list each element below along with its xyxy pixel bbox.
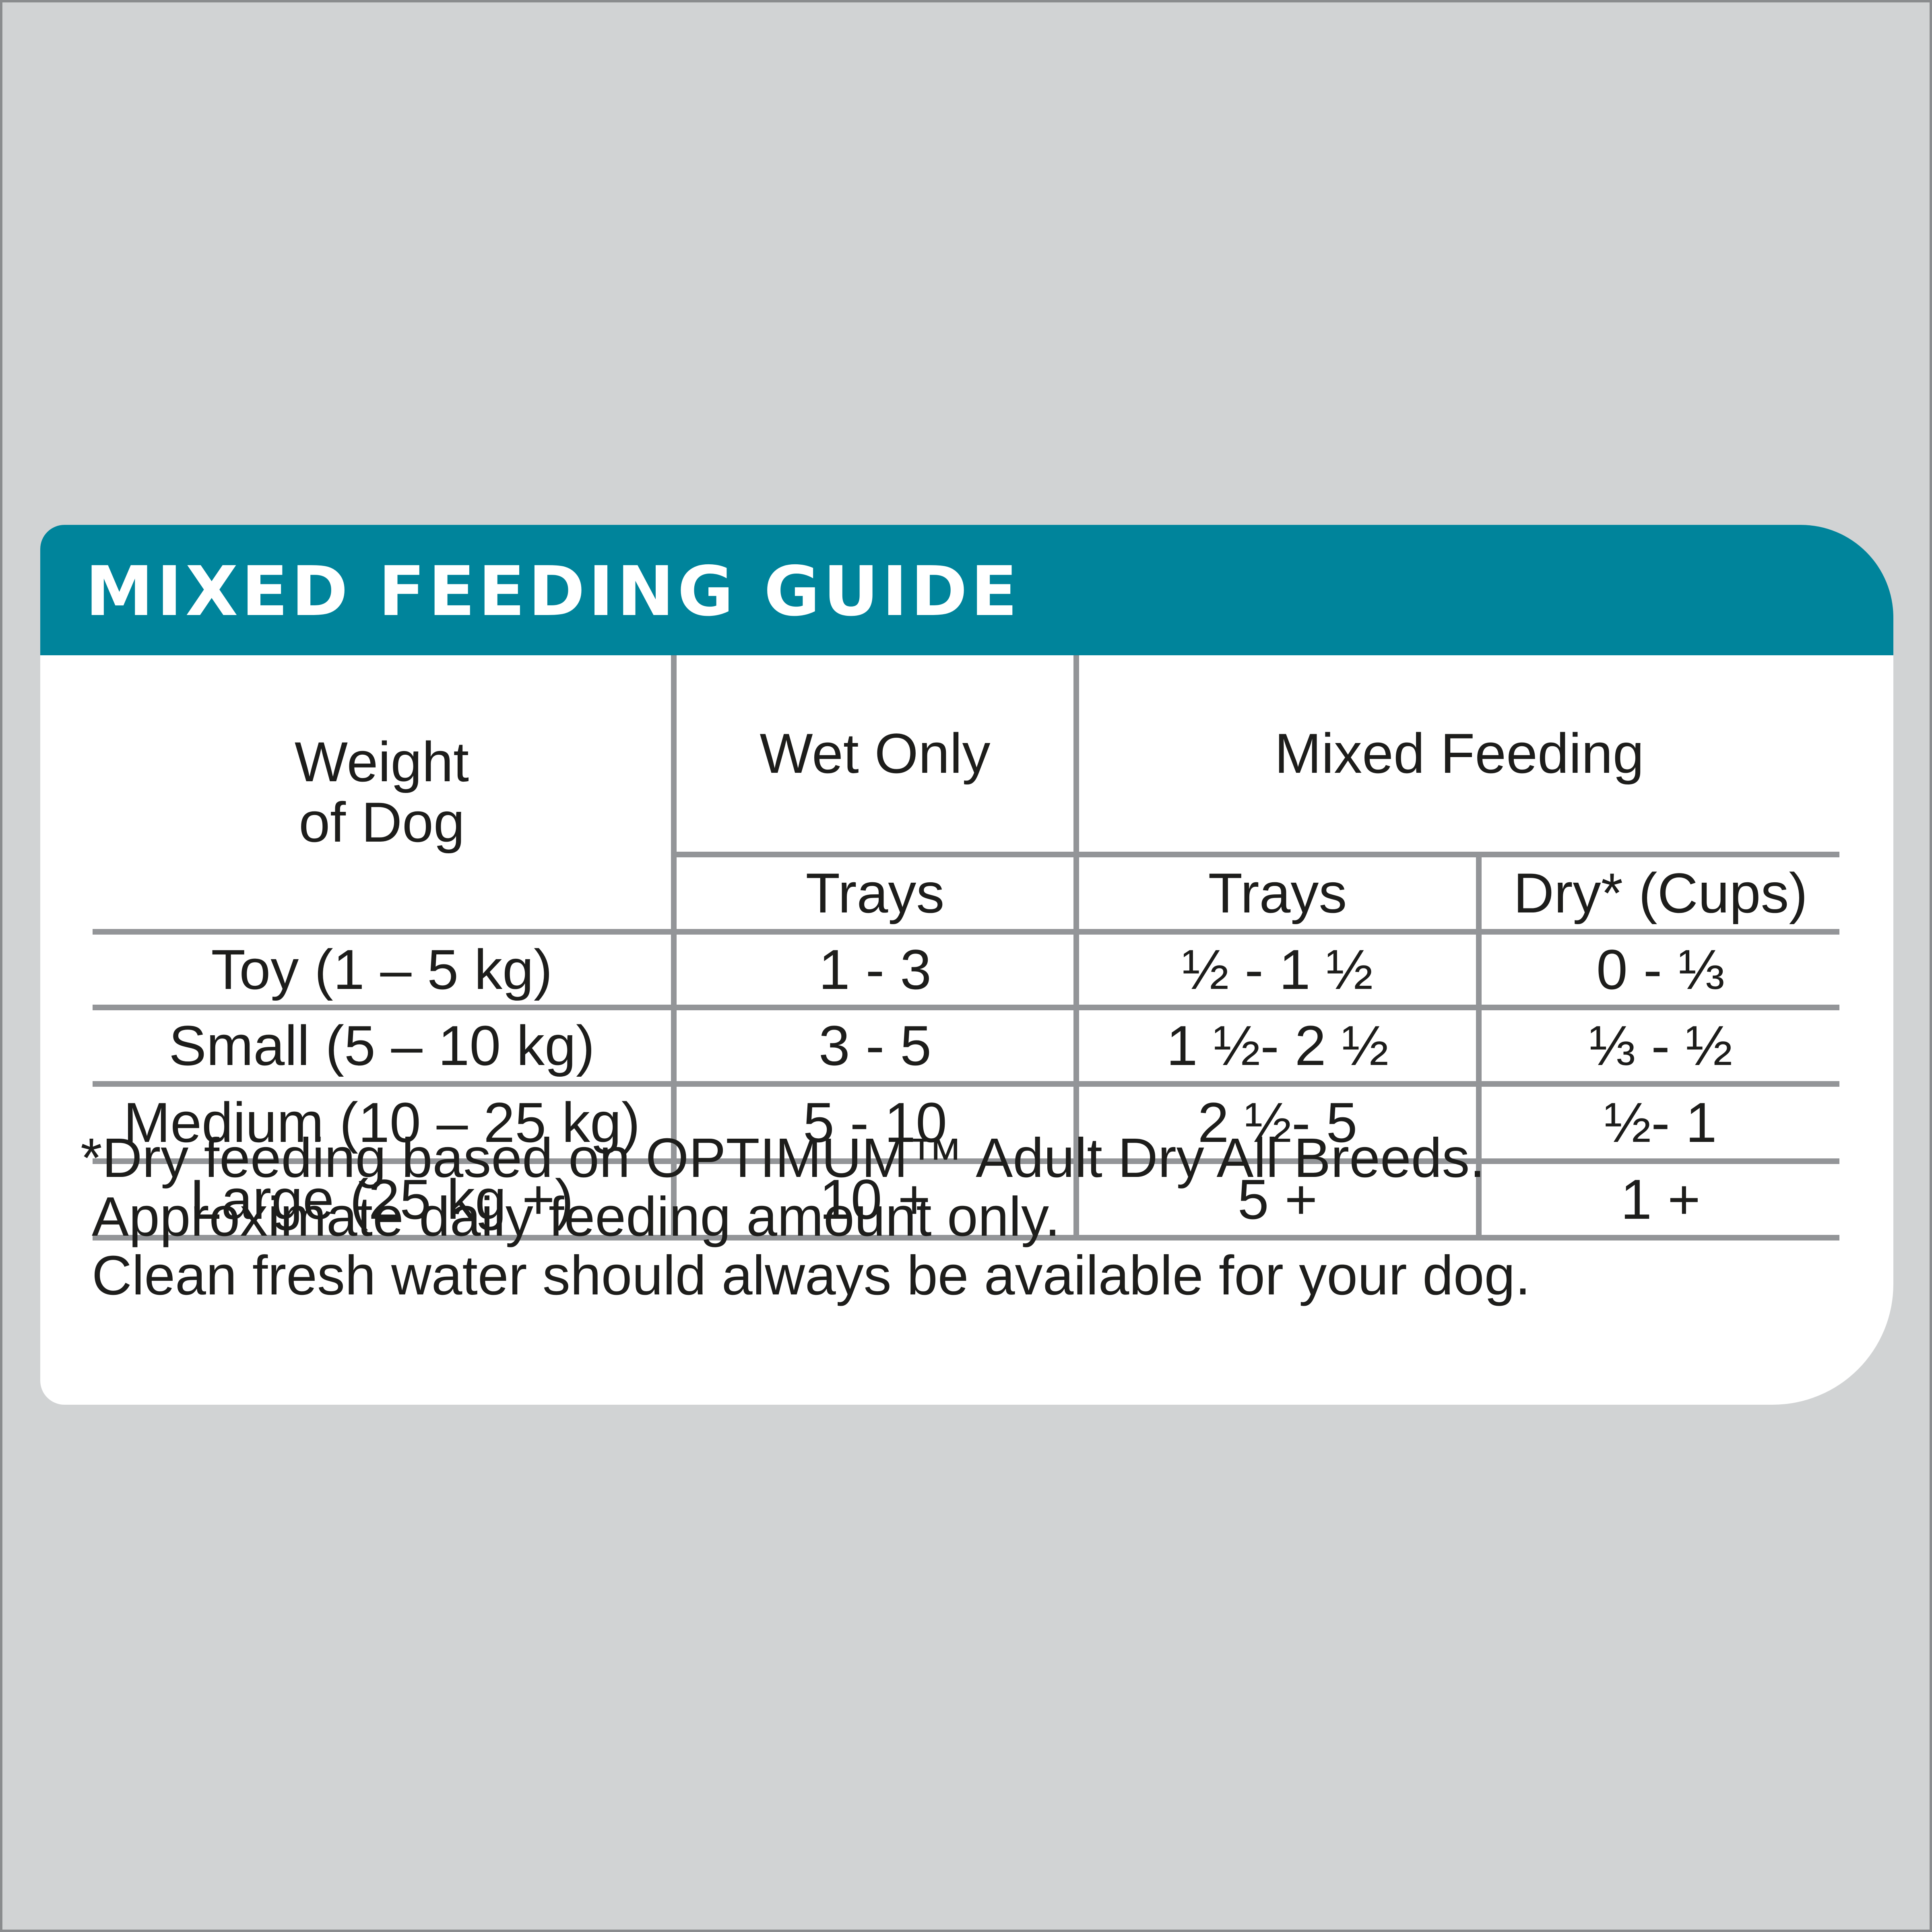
- grid-line-table-bottom: [93, 1235, 1839, 1241]
- header-weight-line1: Weight: [294, 730, 469, 793]
- footnote-water: Clean fresh water should always be avail…: [92, 1245, 1531, 1307]
- footnote-approximate: Approximate daily feeding amount only.: [92, 1186, 1061, 1248]
- feeding-table: Weight of Dog Wet Only Mixed Feeding Tra…: [93, 655, 1839, 1245]
- table-row-weight: Small (5 – 10 kg): [169, 1014, 595, 1077]
- header-mixed-trays: Trays: [1208, 861, 1347, 925]
- feeding-guide-card: MIXED FEEDING GUIDE Weight of Dog Wet On…: [40, 525, 1893, 1405]
- grid-line-col-3: [1476, 855, 1482, 1238]
- table-row-mixed-trays: 5 +: [1237, 1168, 1318, 1231]
- table-row-wet-trays: 5 - 10: [803, 1091, 947, 1154]
- grid-line-header-bottom: [93, 929, 1839, 935]
- header-weight-line2: of Dog: [299, 791, 465, 854]
- table-row-weight: Large (25 kg +): [190, 1168, 574, 1231]
- header-dry-cups: Dry* (Cups): [1513, 861, 1808, 925]
- table-row-wet-trays: 10 +: [819, 1168, 931, 1231]
- table-row-dry-cups: ⅓ - ½: [1588, 1014, 1733, 1077]
- grid-line-row-1: [93, 1005, 1839, 1010]
- grid-line-header-split: [676, 852, 1839, 857]
- grid-line-col-2: [1073, 655, 1079, 1238]
- header-mixed-feeding: Mixed Feeding: [1274, 722, 1644, 785]
- table-row-mixed-trays: ½ - 1 ½: [1182, 938, 1373, 1001]
- header-wet-only: Wet Only: [760, 722, 991, 785]
- table-row-mixed-trays: 2 ½- 5: [1197, 1091, 1358, 1154]
- grid-line-row-3: [93, 1158, 1839, 1164]
- guide-title: MIXED FEEDING GUIDE: [85, 552, 1021, 632]
- table-row-wet-trays: 3 - 5: [818, 1014, 932, 1077]
- table-row-wet-trays: 1 - 3: [818, 938, 932, 1001]
- card-header: MIXED FEEDING GUIDE: [40, 525, 1893, 655]
- table-row-weight: Medium (10 – 25 kg): [123, 1091, 640, 1154]
- table-row-dry-cups: ½- 1: [1604, 1091, 1717, 1154]
- table-row-dry-cups: 1 +: [1620, 1168, 1701, 1231]
- grid-line-col-1: [671, 655, 677, 1238]
- footnote-dry-feeding: *Dry feeding based on OPTIMUM™ Adult Dry…: [80, 1127, 1485, 1189]
- header-wet-trays: Trays: [805, 861, 945, 925]
- table-row-dry-cups: 0 - ⅓: [1596, 938, 1725, 1001]
- header-weight: Weight of Dog: [93, 655, 671, 929]
- grid-line-row-2: [93, 1081, 1839, 1087]
- table-row-weight: Toy (1 – 5 kg): [211, 938, 553, 1001]
- footnotes: *Dry feeding based on OPTIMUM™ Adult Dry…: [80, 1129, 1771, 1305]
- table-row-mixed-trays: 1 ½- 2 ½: [1166, 1014, 1389, 1077]
